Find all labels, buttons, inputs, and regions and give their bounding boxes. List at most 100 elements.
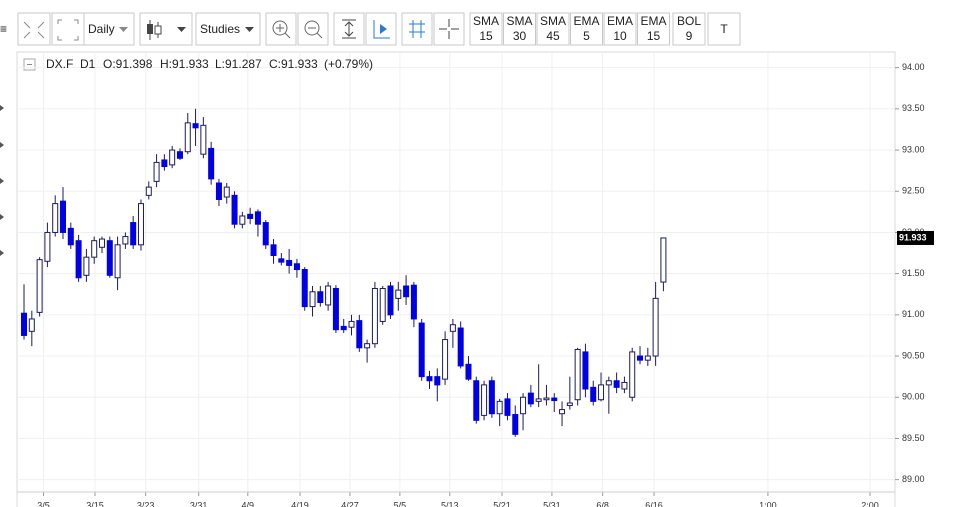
candle-body xyxy=(130,222,137,246)
candle-body xyxy=(527,392,534,405)
indicator-button[interactable] xyxy=(570,12,603,46)
candle-body xyxy=(184,122,191,153)
candle-body xyxy=(559,409,566,415)
collapse-icon[interactable] xyxy=(23,58,36,71)
studies-label: Studies xyxy=(200,22,240,36)
candle-body xyxy=(293,263,300,271)
fit-button[interactable] xyxy=(17,12,51,46)
candle-body xyxy=(169,149,176,166)
candle-body xyxy=(395,289,402,299)
grid-button[interactable] xyxy=(401,12,433,46)
candle-body xyxy=(317,291,324,303)
indicator-period: 30 xyxy=(513,29,527,43)
candle-body xyxy=(481,384,488,416)
candle-body xyxy=(325,285,332,306)
indicator-button[interactable] xyxy=(603,12,637,46)
candle-body xyxy=(21,312,28,336)
fit-icon xyxy=(23,21,45,39)
text-tool[interactable]: T xyxy=(720,22,728,36)
candle-body xyxy=(153,161,160,182)
candle-body xyxy=(418,322,425,378)
y-tick-label: 92.50 xyxy=(902,186,925,196)
indicator-button[interactable] xyxy=(469,12,503,46)
indicator-name: SMA xyxy=(506,14,532,28)
toolbar: ≡ Daily Studies T xyxy=(0,12,728,46)
x-tick-label: 3/5 xyxy=(37,500,50,507)
fullscreen-button[interactable] xyxy=(51,12,85,46)
y-tick-label: 90.50 xyxy=(902,350,925,360)
candle-body xyxy=(254,211,261,225)
y-tick-label: 89.00 xyxy=(902,474,925,484)
indicator-period: 9 xyxy=(686,29,693,43)
candle-body xyxy=(520,396,527,415)
x-tick-label: 3/23 xyxy=(137,500,155,507)
ohlc-close: C:91.933 xyxy=(269,57,318,71)
candle-body xyxy=(473,380,480,421)
crosshair-button[interactable] xyxy=(433,12,465,46)
fullscreen-icon xyxy=(57,19,79,41)
scale-icon xyxy=(342,19,356,39)
candle-body xyxy=(426,376,433,382)
candle-body xyxy=(286,259,293,266)
scroll-end-icon xyxy=(380,24,387,34)
candle-body xyxy=(621,381,628,390)
x-tick-label: 4/9 xyxy=(242,500,255,507)
indicator-period: 45 xyxy=(546,29,560,43)
zoom-out-button[interactable] xyxy=(297,12,329,46)
period: D1 xyxy=(80,57,96,71)
candle-body xyxy=(161,159,168,168)
candle-body xyxy=(106,240,113,276)
candle-body xyxy=(67,227,74,246)
candle-body xyxy=(98,238,105,248)
zoom-out-icon xyxy=(308,27,323,39)
candle-body xyxy=(613,380,620,388)
candle-body xyxy=(239,215,246,225)
side-markers xyxy=(0,105,4,256)
chart-type-icon xyxy=(154,25,162,35)
x-tick-label: 4/19 xyxy=(291,500,309,507)
candle-body xyxy=(434,376,441,386)
indicator-name: SMA xyxy=(540,14,566,28)
candle-body xyxy=(247,213,254,219)
candle-body xyxy=(379,287,386,322)
menu-icon[interactable]: ≡ xyxy=(0,22,7,36)
zoom-in-icon xyxy=(272,20,288,36)
text-tool-button[interactable] xyxy=(707,12,741,46)
candle-body xyxy=(309,291,316,308)
x-tick-label: 1:00 xyxy=(759,500,777,507)
candle-body xyxy=(83,256,90,276)
candle-body xyxy=(28,318,35,332)
indicator-period: 15 xyxy=(479,29,493,43)
interval-label: Daily xyxy=(88,22,115,36)
candle-body xyxy=(403,285,410,298)
x-tick-label: 5/31 xyxy=(543,500,561,507)
y-tick-label: 94.00 xyxy=(902,62,925,72)
ohlc-low: L:91.287 xyxy=(215,57,262,71)
indicator-button[interactable] xyxy=(536,12,570,46)
change: (+0.79%) xyxy=(324,57,373,71)
candle-body xyxy=(652,297,659,357)
candle-body xyxy=(215,182,222,200)
x-tick-label: 4/27 xyxy=(341,500,359,507)
candle-body xyxy=(91,240,98,258)
candle-body xyxy=(231,194,238,225)
indicator-button[interactable] xyxy=(503,12,536,46)
candle-body xyxy=(114,244,121,279)
y-tick-label: 90.00 xyxy=(902,392,925,402)
candle-body xyxy=(582,351,589,390)
candle-body xyxy=(176,151,183,159)
x-tick-label: 5/5 xyxy=(394,500,407,507)
indicator-period: 10 xyxy=(613,29,627,43)
grid-icon xyxy=(409,20,425,38)
x-tick-label: 6/16 xyxy=(645,500,663,507)
candle-body xyxy=(496,400,503,415)
scroll-end-icon xyxy=(373,20,390,39)
candle-body xyxy=(223,186,230,198)
indicator-button[interactable] xyxy=(672,12,706,46)
zoom-in-button[interactable] xyxy=(265,12,297,46)
indicator-button[interactable] xyxy=(637,12,670,46)
symbol: DX.F xyxy=(46,57,73,71)
candle-body xyxy=(340,325,347,331)
candle-body xyxy=(75,240,82,279)
